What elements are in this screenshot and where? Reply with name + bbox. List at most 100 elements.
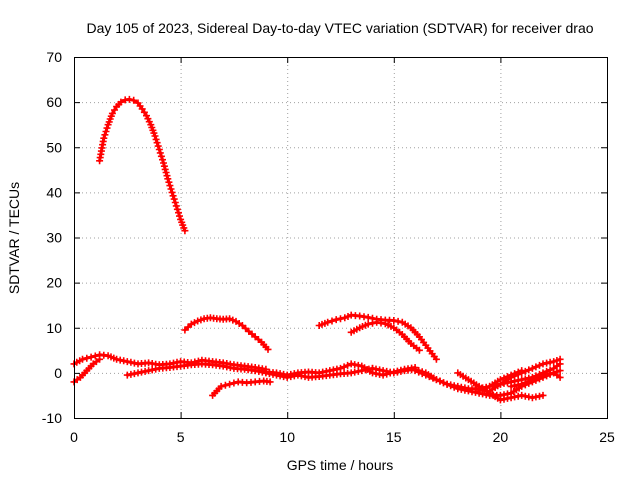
data-point-fill [337,315,344,323]
series-late-6 [507,369,564,390]
series-arc-high [96,95,189,235]
data-point-fill [344,313,352,320]
y-tick-label: 40 [46,184,62,200]
data-point [518,367,526,375]
series-base-2 [70,355,104,386]
data-point [100,134,108,142]
data-point [79,355,86,363]
data-point [164,175,172,183]
data-point-fill [101,131,109,139]
series-late-3 [454,369,547,404]
data-point [556,367,564,375]
data-point [96,355,104,363]
data-point-fill [525,366,533,374]
y-tick-label: 30 [46,230,62,246]
data-point [475,387,483,395]
data-point [332,316,340,324]
data-point [507,394,515,402]
y-tick-label: 50 [46,139,62,155]
data-point [168,188,176,196]
data-point-fill [514,392,522,400]
data-point-fill [153,139,161,147]
data-point-fill [394,317,402,325]
data-point-fill [536,392,543,400]
data-point-fill [461,384,469,392]
data-point-fill [154,142,162,150]
data-point-fill [173,205,181,213]
data-point [432,355,440,363]
data-point [226,315,234,323]
data-point-fill [159,156,166,164]
data-point-fill [479,385,487,393]
data-point-fill [169,192,177,200]
data-point-fill [525,393,533,401]
y-tick-label: 70 [46,49,62,65]
data-point-fill [344,361,352,369]
data-point [324,318,332,326]
data-point-fill [340,363,348,371]
data-point [226,380,234,388]
data-point-fill [482,384,490,392]
data-point-fill [511,370,519,378]
data-point [113,355,121,363]
data-point [518,391,526,399]
data-point [432,376,440,384]
data-point-fill [543,359,551,367]
data-point-fill [425,373,433,381]
y-axis-label: SDTVAR / TECUs [6,182,22,294]
data-point [151,132,159,140]
x-tick-label: 0 [70,429,78,445]
data-point [550,358,558,366]
data-point [125,95,133,103]
data-point-fill [166,182,174,190]
data-point [528,364,536,372]
data-point-fill [229,316,237,324]
data-point-fill [514,368,522,376]
data-point-fill [500,395,508,403]
data-point-fill [127,358,135,366]
data-point-fill [536,373,543,381]
data-point-fill [171,199,179,206]
axes-layer: 0 5 10 15 20 25 -10 0 10 20 30 40 50 60 70 [42,49,615,445]
data-point [411,367,419,375]
plot-frame [74,57,608,419]
data-point-fill [418,370,426,378]
data-point [496,376,504,384]
data-point [364,320,372,328]
x-tick-label: 20 [493,429,509,445]
series-base-4 [251,364,376,381]
data-point-fill [511,382,519,390]
data-point-fill [536,361,543,369]
data-point-fill [152,135,160,143]
data-point-fill [165,178,173,186]
data-point-fill [221,381,229,389]
data-point [364,313,372,321]
data-point [390,317,398,324]
data-point-fill [447,381,455,389]
data-point [422,371,430,379]
data-point-fill [532,374,540,382]
data-point-fill [525,377,533,385]
series-late-1 [369,364,564,399]
series-arc-mid-3 [347,318,423,354]
data-point-fill [167,185,175,193]
x-tick-label: 10 [279,429,295,445]
data-point [266,378,274,386]
data-point [160,159,167,167]
data-point-fill [83,354,91,362]
series-late-5 [475,367,526,395]
x-tick-label: 5 [177,429,185,445]
data-point [155,146,163,153]
y-tick-label: 20 [46,275,62,291]
data-point-fill [162,169,170,176]
data-point-fill [91,352,99,360]
data-point-fill [102,128,110,135]
data-point [264,345,272,353]
data-point [181,227,189,235]
data-point [454,382,462,390]
data-point [87,353,95,361]
data-point-fill [156,149,164,157]
data-point-fill [504,373,511,381]
data-point-fill [170,195,178,203]
